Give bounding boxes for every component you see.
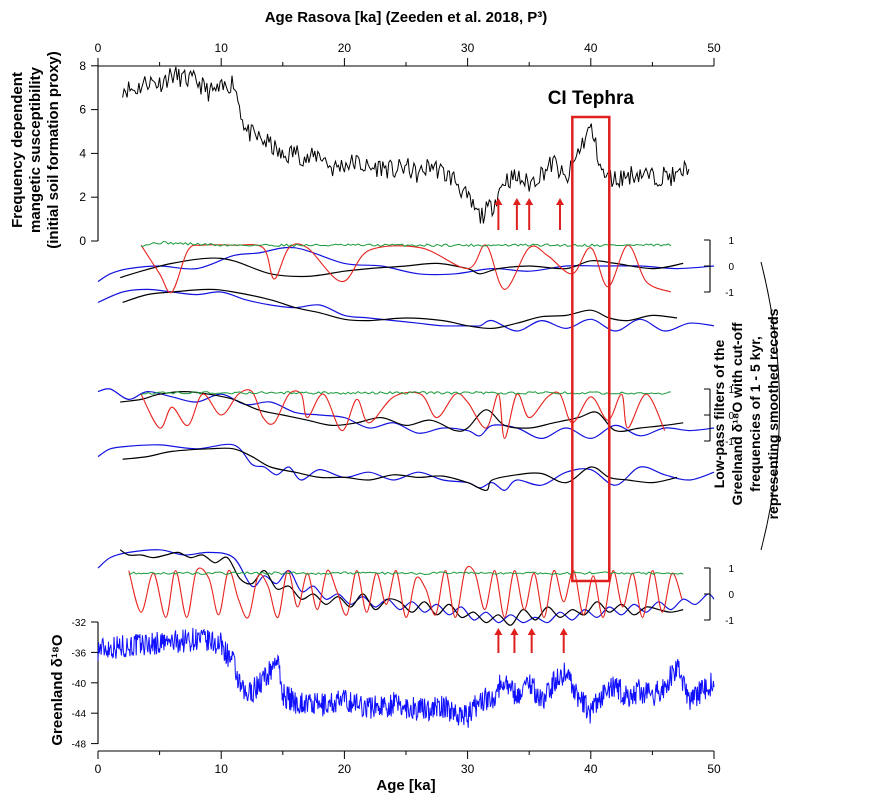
susceptibility-axis-label-line: mangetic susceptibility: [27, 66, 44, 233]
greenland-series: [97, 627, 715, 728]
filter-scale-tick-label: 1: [728, 564, 734, 575]
filter-scale-tick-label: -1: [725, 616, 734, 627]
greenland-axis-tick-label: -36: [72, 648, 87, 659]
bottom-axis-tick-label: 40: [584, 762, 598, 776]
filters-label: Low-pass filters of the Greelnand δ¹⁸O w…: [710, 309, 782, 520]
susceptibility-axis: 0 2 4 6 8: [79, 59, 99, 248]
bottom-axis-tick-label: 10: [215, 762, 229, 776]
filter-red-line: [140, 389, 666, 439]
susceptibility-axis-tick-label: 8: [79, 59, 86, 73]
top-axis-title: Age Rasova [ka] (Zeeden et al. 2018, P³): [265, 9, 548, 26]
red-arrow-upper-head: [525, 198, 534, 205]
red-arrow-upper-head: [494, 198, 503, 205]
susceptibility-axis-tick-label: 4: [79, 146, 86, 160]
filter-green-line: [128, 571, 684, 576]
top-axis-tick-label: 10: [215, 41, 229, 55]
filter-scale-tick-label: 0: [728, 262, 734, 273]
top-axis-tick-label: 30: [461, 41, 475, 55]
bottom-axis-title: Age [ka]: [376, 777, 435, 794]
filter-scale-tick-label: -1: [725, 437, 734, 448]
bottom-axis-tick-label: 50: [707, 762, 721, 776]
bottom-axis-tick-label: 0: [95, 762, 102, 776]
filter-black-line: [120, 390, 684, 433]
susceptibility-series: [122, 66, 690, 224]
low-pass-filter-groups: [97, 240, 715, 626]
filter-black-line: [120, 257, 684, 279]
top-axis-tick-label: 50: [707, 41, 721, 55]
susceptibility-axis-tick-label: 0: [79, 234, 86, 248]
susceptibility-axis-label-line: (initial soil formation proxy): [45, 51, 62, 249]
susceptibility-axis-tick-label: 6: [79, 103, 86, 117]
red-arrows-upper: [494, 198, 564, 230]
red-arrow-lower-head: [494, 628, 503, 635]
filter-black-line: [122, 288, 678, 330]
susceptibility-axis-label-line: Frequency dependent: [9, 72, 26, 228]
red-arrow-lower-head: [527, 628, 536, 635]
filter-black-line: [122, 447, 678, 491]
greenland-axis-label: Greenland δ¹⁸O: [49, 634, 66, 746]
greenland-axis: -32 -36 -40 -44 -48: [72, 618, 99, 751]
filters-label-line-1: Low-pass filters of the: [711, 339, 727, 489]
tephra-box: [571, 115, 611, 583]
top-axis: 0 10 20 30 40 50: [95, 41, 721, 67]
filter-blue-line: [97, 288, 715, 332]
filter-blue-line: [97, 388, 715, 440]
susceptibility-axis-tick-label: 2: [79, 190, 86, 204]
filter-scale-tick-label: -1: [725, 288, 734, 299]
filter-red-line: [140, 243, 672, 294]
filter-scale-tick-label: 1: [728, 385, 734, 396]
red-arrows-lower: [494, 628, 568, 653]
bottom-axis: 0 10 20 30 40 50: [95, 750, 721, 776]
filters-bracket: [760, 261, 780, 551]
filter-green-line: [141, 390, 671, 395]
red-arrow-upper-head: [556, 198, 564, 205]
susceptibility-axis-label: Frequency dependent mangetic susceptibili…: [9, 51, 62, 249]
filters-label-line-2: Greelnand δ¹⁸O with cut-off: [729, 322, 745, 506]
top-axis-tick-label: 40: [584, 41, 598, 55]
filter-black-line: [119, 549, 684, 626]
greenland-axis-tick-label: -48: [72, 740, 87, 751]
filter-scale-bars: 1 0 -1 1 0 -1 1 0 -1: [704, 236, 734, 627]
filter-blue-line: [97, 443, 715, 491]
susceptibility-line: [122, 66, 690, 224]
filter-blue-line: [97, 549, 715, 624]
red-arrow-lower-head: [510, 628, 519, 635]
greenland-axis-tick-label: -44: [72, 709, 87, 720]
bottom-axis-tick-label: 20: [338, 762, 352, 776]
filter-scale-tick-label: 0: [728, 590, 734, 601]
tephra-label: CI Tephra: [548, 88, 635, 109]
bottom-axis-tick-label: 30: [461, 762, 475, 776]
greenland-axis-tick-label: -32: [72, 618, 87, 629]
filter-scale-tick-label: 1: [728, 236, 734, 247]
red-arrow-lower-head: [559, 628, 568, 635]
greenland-axis-tick-label: -40: [72, 679, 87, 690]
top-axis-tick-label: 0: [95, 41, 102, 55]
filters-label-line-4: representing smoothed records: [765, 308, 781, 520]
filters-label-line-3: frequencies of 1 - 5 kyr,: [747, 336, 763, 492]
filter-green-line: [141, 240, 672, 248]
greenland-line: [97, 627, 715, 728]
filter-scale-tick-label: 0: [728, 411, 734, 422]
top-axis-tick-label: 20: [338, 41, 352, 55]
filter-red-line: [128, 565, 683, 619]
red-arrow-upper-head: [512, 198, 521, 205]
